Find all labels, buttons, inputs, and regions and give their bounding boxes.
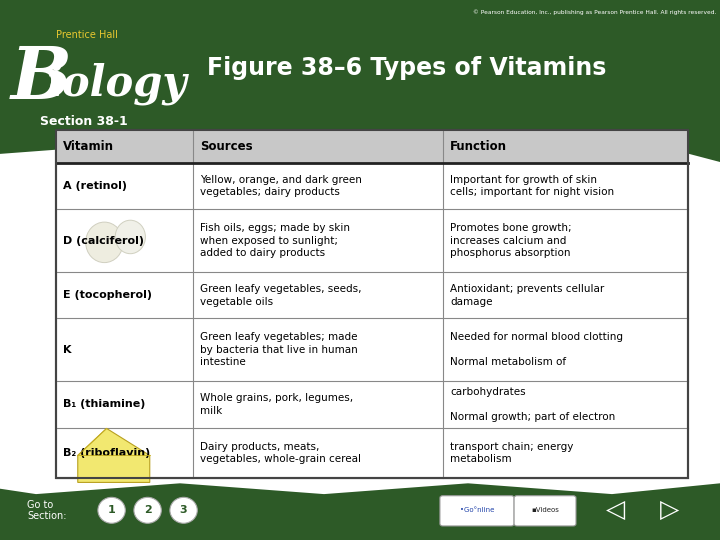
Text: E (tocopherol): E (tocopherol) bbox=[63, 291, 153, 300]
Text: carbohydrates

Normal growth; part of electron: carbohydrates Normal growth; part of ele… bbox=[450, 387, 616, 422]
Text: ◁: ◁ bbox=[606, 498, 625, 522]
Text: Antioxidant; prevents cellular
damage: Antioxidant; prevents cellular damage bbox=[450, 284, 604, 307]
Text: B: B bbox=[11, 43, 72, 114]
Polygon shape bbox=[78, 428, 150, 482]
Text: ▷: ▷ bbox=[660, 498, 679, 522]
Bar bbox=[56, 130, 688, 478]
Text: Function: Function bbox=[450, 140, 507, 153]
Text: transport chain; energy
metabolism: transport chain; energy metabolism bbox=[450, 442, 573, 464]
Text: Go to
Section:: Go to Section: bbox=[27, 500, 67, 521]
Text: •Go°nline: •Go°nline bbox=[460, 507, 494, 514]
Text: 2: 2 bbox=[144, 505, 151, 515]
Text: Needed for normal blood clotting

Normal metabolism of: Needed for normal blood clotting Normal … bbox=[450, 333, 623, 367]
Text: D (calciferol): D (calciferol) bbox=[63, 236, 145, 246]
Text: B₁ (thiamine): B₁ (thiamine) bbox=[63, 400, 145, 409]
Text: Figure 38–6 Types of Vitamins: Figure 38–6 Types of Vitamins bbox=[207, 56, 606, 79]
Text: © Pearson Education, Inc., publishing as Pearson Prentice Hall. All rights reser: © Pearson Education, Inc., publishing as… bbox=[473, 10, 716, 15]
Text: Yellow, orange, and dark green
vegetables; dairy products: Yellow, orange, and dark green vegetable… bbox=[200, 175, 362, 197]
Text: B₂ (riboflavin): B₂ (riboflavin) bbox=[63, 448, 150, 458]
Text: Green leafy vegetables; made
by bacteria that live in human
intestine: Green leafy vegetables; made by bacteria… bbox=[200, 333, 358, 367]
Text: Green leafy vegetables, seeds,
vegetable oils: Green leafy vegetables, seeds, vegetable… bbox=[200, 284, 361, 307]
Polygon shape bbox=[0, 0, 720, 162]
Text: Section 38-1: Section 38-1 bbox=[40, 115, 127, 128]
Text: ▪Videos: ▪Videos bbox=[531, 507, 559, 514]
Ellipse shape bbox=[98, 497, 125, 523]
Ellipse shape bbox=[86, 222, 123, 262]
Text: Fish oils, eggs; made by skin
when exposed to sunlight;
added to dairy products: Fish oils, eggs; made by skin when expos… bbox=[200, 224, 350, 258]
Bar bbox=[56, 130, 688, 163]
Text: Promotes bone growth;
increases calcium and
phosphorus absorption: Promotes bone growth; increases calcium … bbox=[450, 224, 572, 258]
Text: Vitamin: Vitamin bbox=[63, 140, 114, 153]
FancyBboxPatch shape bbox=[440, 496, 514, 526]
Text: Important for growth of skin
cells; important for night vision: Important for growth of skin cells; impo… bbox=[450, 175, 614, 197]
Polygon shape bbox=[0, 483, 720, 540]
Text: Prentice Hall: Prentice Hall bbox=[56, 30, 118, 40]
Ellipse shape bbox=[134, 497, 161, 523]
FancyBboxPatch shape bbox=[514, 496, 576, 526]
Text: 1: 1 bbox=[108, 505, 115, 515]
Text: Sources: Sources bbox=[200, 140, 253, 153]
Text: iology: iology bbox=[47, 63, 187, 105]
Text: A (retinol): A (retinol) bbox=[63, 181, 127, 191]
Text: 3: 3 bbox=[180, 505, 187, 515]
Ellipse shape bbox=[170, 497, 197, 523]
Ellipse shape bbox=[115, 220, 145, 254]
Text: Dairy products, meats,
vegetables, whole-grain cereal: Dairy products, meats, vegetables, whole… bbox=[200, 442, 361, 464]
Text: Whole grains, pork, legumes,
milk: Whole grains, pork, legumes, milk bbox=[200, 393, 354, 416]
Bar bbox=[56, 130, 688, 478]
Text: K: K bbox=[63, 345, 72, 355]
